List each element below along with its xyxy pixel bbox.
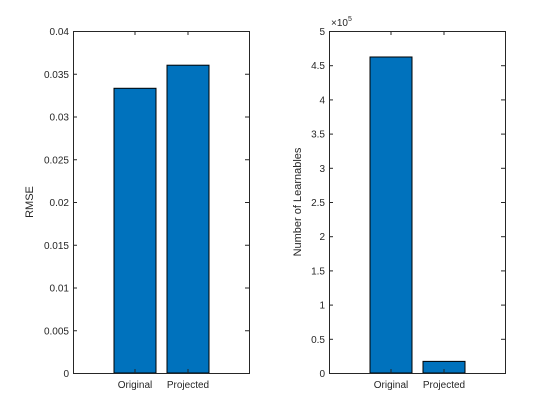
rmse-bar-original <box>113 87 157 374</box>
learnables-axes-box <box>329 31 506 374</box>
rmse-ytick-label: 0.025 <box>44 155 69 166</box>
rmse-axes-box <box>73 31 250 374</box>
learnables-ytick-label: 4.5 <box>311 61 325 72</box>
rmse-ytick-label: 0.015 <box>44 241 69 252</box>
learnables-ytick-label: 4 <box>319 95 325 106</box>
learnables-ytick-label: 0 <box>319 369 325 380</box>
rmse-ytick-label: 0.005 <box>44 326 69 337</box>
learnables-axes: 0 0.5 1 1.5 2 2.5 3 3.5 4 4.5 5 Original Projected Nu… <box>292 16 506 391</box>
learnables-exponent-label: ×105 <box>331 16 352 29</box>
rmse-ytick-label: 0.03 <box>50 113 70 124</box>
learnables-xtick-label: Original <box>374 380 408 391</box>
learnables-ytick-label: 2 <box>319 232 325 243</box>
rmse-ytick-label: 0.02 <box>50 198 70 209</box>
learnables-bar-original <box>369 56 413 374</box>
rmse-ytick-label: 0.01 <box>50 284 70 295</box>
learnables-ytick-label: 1 <box>319 301 325 312</box>
learnables-ytick-label: 2.5 <box>311 198 325 209</box>
learnables-ytick-label: 1.5 <box>311 266 325 277</box>
rmse-xtick-label: Projected <box>167 380 209 391</box>
rmse-ylabel: RMSE <box>24 186 36 218</box>
rmse-ytick-label: 0.04 <box>50 27 70 38</box>
learnables-ytick-label: 5 <box>319 27 325 38</box>
learnables-ytick-label: 3 <box>319 164 325 175</box>
rmse-xtick-label: Original <box>118 380 152 391</box>
rmse-ytick-label: 0.035 <box>44 70 69 81</box>
rmse-bar-projected <box>166 64 210 374</box>
learnables-xtick-label: Projected <box>423 380 465 391</box>
learnables-ylabel: Number of Learnables <box>292 147 304 256</box>
learnables-ytick-label: 3.5 <box>311 130 325 141</box>
learnables-ytick-label: 0.5 <box>311 335 325 346</box>
rmse-axes: 0 0.005 0.01 0.015 0.02 0.025 0.03 0.035 0.04 Ori… <box>24 27 250 391</box>
rmse-ytick-label: 0 <box>63 369 69 380</box>
